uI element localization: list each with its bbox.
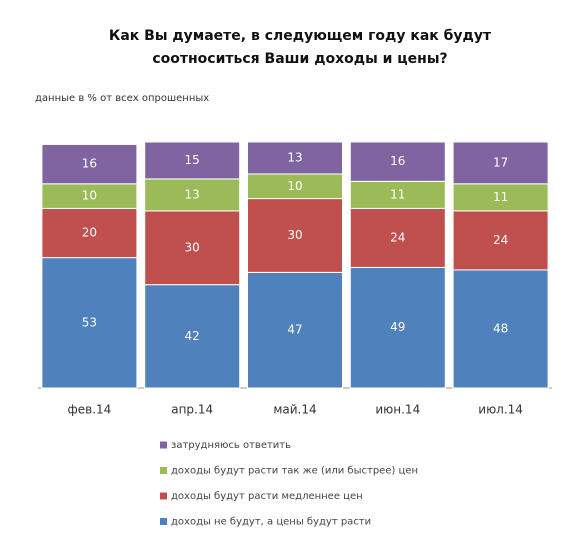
x-tick-label: июл.14 [478, 403, 523, 417]
legend-label: затрудняюсь ответить [171, 440, 291, 451]
bar-segment [452, 210, 549, 271]
bar-segment [247, 198, 343, 273]
data-label: 10 [82, 189, 97, 203]
x-tick-label: фев.14 [67, 403, 111, 417]
data-label: 13 [185, 187, 200, 201]
bar-segment [144, 178, 241, 212]
legend-label: доходы будут расти так же (или быстрее) … [171, 466, 418, 477]
legend-label: доходы не будут, а цены будут расти [171, 517, 371, 528]
data-label: 24 [390, 230, 405, 244]
bar-segment [349, 141, 446, 182]
data-label: 16 [82, 157, 97, 171]
data-label: 13 [287, 150, 302, 164]
bar-segment [349, 207, 446, 268]
data-label: 42 [185, 329, 200, 343]
chart-title: Как Вы думаете, в следующем году как буд… [109, 28, 492, 44]
data-label: 49 [390, 320, 405, 334]
x-tick-label: апр.14 [171, 403, 213, 417]
bar-segment [349, 180, 446, 209]
legend-swatch [160, 492, 167, 500]
bar-segment [144, 141, 241, 180]
bar-segment [247, 173, 343, 200]
bar-segment [41, 257, 138, 389]
data-label: 24 [493, 233, 508, 247]
bar-segment [452, 183, 549, 212]
bar-segment [144, 210, 241, 286]
bar-segment [349, 266, 446, 389]
bar-segment [452, 269, 549, 389]
data-label: 20 [82, 226, 97, 240]
data-label: 10 [287, 179, 302, 193]
data-label: 53 [82, 315, 97, 329]
bar-segment [247, 271, 343, 389]
bar-segment [452, 141, 549, 185]
bar-segment [41, 207, 138, 259]
data-label: 30 [287, 228, 302, 242]
x-tick-label: май.14 [273, 403, 316, 417]
data-label: 15 [185, 153, 200, 167]
data-label: 16 [390, 154, 405, 168]
data-label: 48 [493, 321, 508, 335]
data-label: 11 [390, 187, 405, 201]
chart-title: соотноситься Ваши доходы и цены? [152, 51, 447, 67]
legend-swatch [160, 441, 167, 449]
bar-segment [247, 141, 343, 175]
bar-segment [144, 284, 241, 389]
legend-swatch [160, 518, 167, 525]
x-tick-label: июн.14 [375, 403, 420, 417]
bar-segment [41, 143, 138, 185]
legend-swatch [160, 467, 167, 474]
legend-label: доходы будут расти медленнее цен [171, 491, 363, 502]
data-label: 11 [493, 190, 508, 204]
data-label: 17 [493, 155, 508, 169]
data-label: 30 [185, 240, 200, 254]
data-label: 47 [287, 323, 302, 337]
chart-subtitle: данные в % от всех опрошенных [35, 93, 209, 104]
